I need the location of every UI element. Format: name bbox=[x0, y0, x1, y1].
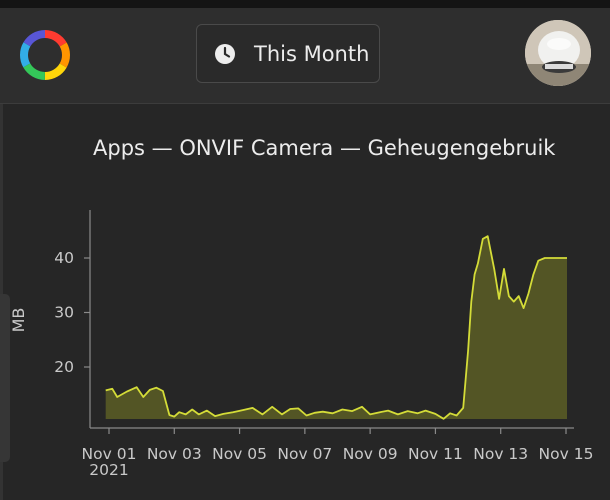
y-tick-label: 40 bbox=[54, 249, 74, 267]
series-line bbox=[105, 235, 567, 420]
x-tick-label: Nov 15 bbox=[539, 445, 594, 463]
status-strip bbox=[0, 0, 610, 8]
y-tick-label: 30 bbox=[54, 304, 74, 322]
time-range-button[interactable]: This Month bbox=[196, 24, 380, 83]
series-area-fill bbox=[105, 236, 567, 419]
x-tick-label: Nov 09 bbox=[343, 445, 398, 463]
x-tick-label: Nov 01 bbox=[82, 445, 137, 463]
camera-avatar-image bbox=[525, 20, 591, 86]
clock-icon bbox=[215, 43, 235, 64]
x-tick-label: Nov 05 bbox=[212, 445, 267, 463]
time-range-label: This Month bbox=[254, 41, 370, 66]
y-axis-title: MB bbox=[9, 308, 28, 333]
x-tick-label: Nov 13 bbox=[473, 445, 528, 463]
x-tick-label: Nov 03 bbox=[147, 445, 202, 463]
sidebar-drawer-handle[interactable] bbox=[0, 294, 10, 462]
chart-title: Apps — ONVIF Camera — Geheugengebruik bbox=[93, 136, 556, 160]
hue-ring-logo-graphic bbox=[20, 30, 70, 80]
x-tick-sublabel: 2021 bbox=[89, 461, 128, 479]
x-tick-label: Nov 11 bbox=[408, 445, 463, 463]
x-tick-label: Nov 07 bbox=[277, 445, 332, 463]
hue-ring-logo[interactable] bbox=[18, 28, 72, 82]
y-tick-label: 20 bbox=[54, 358, 74, 376]
camera-avatar[interactable] bbox=[525, 20, 591, 86]
